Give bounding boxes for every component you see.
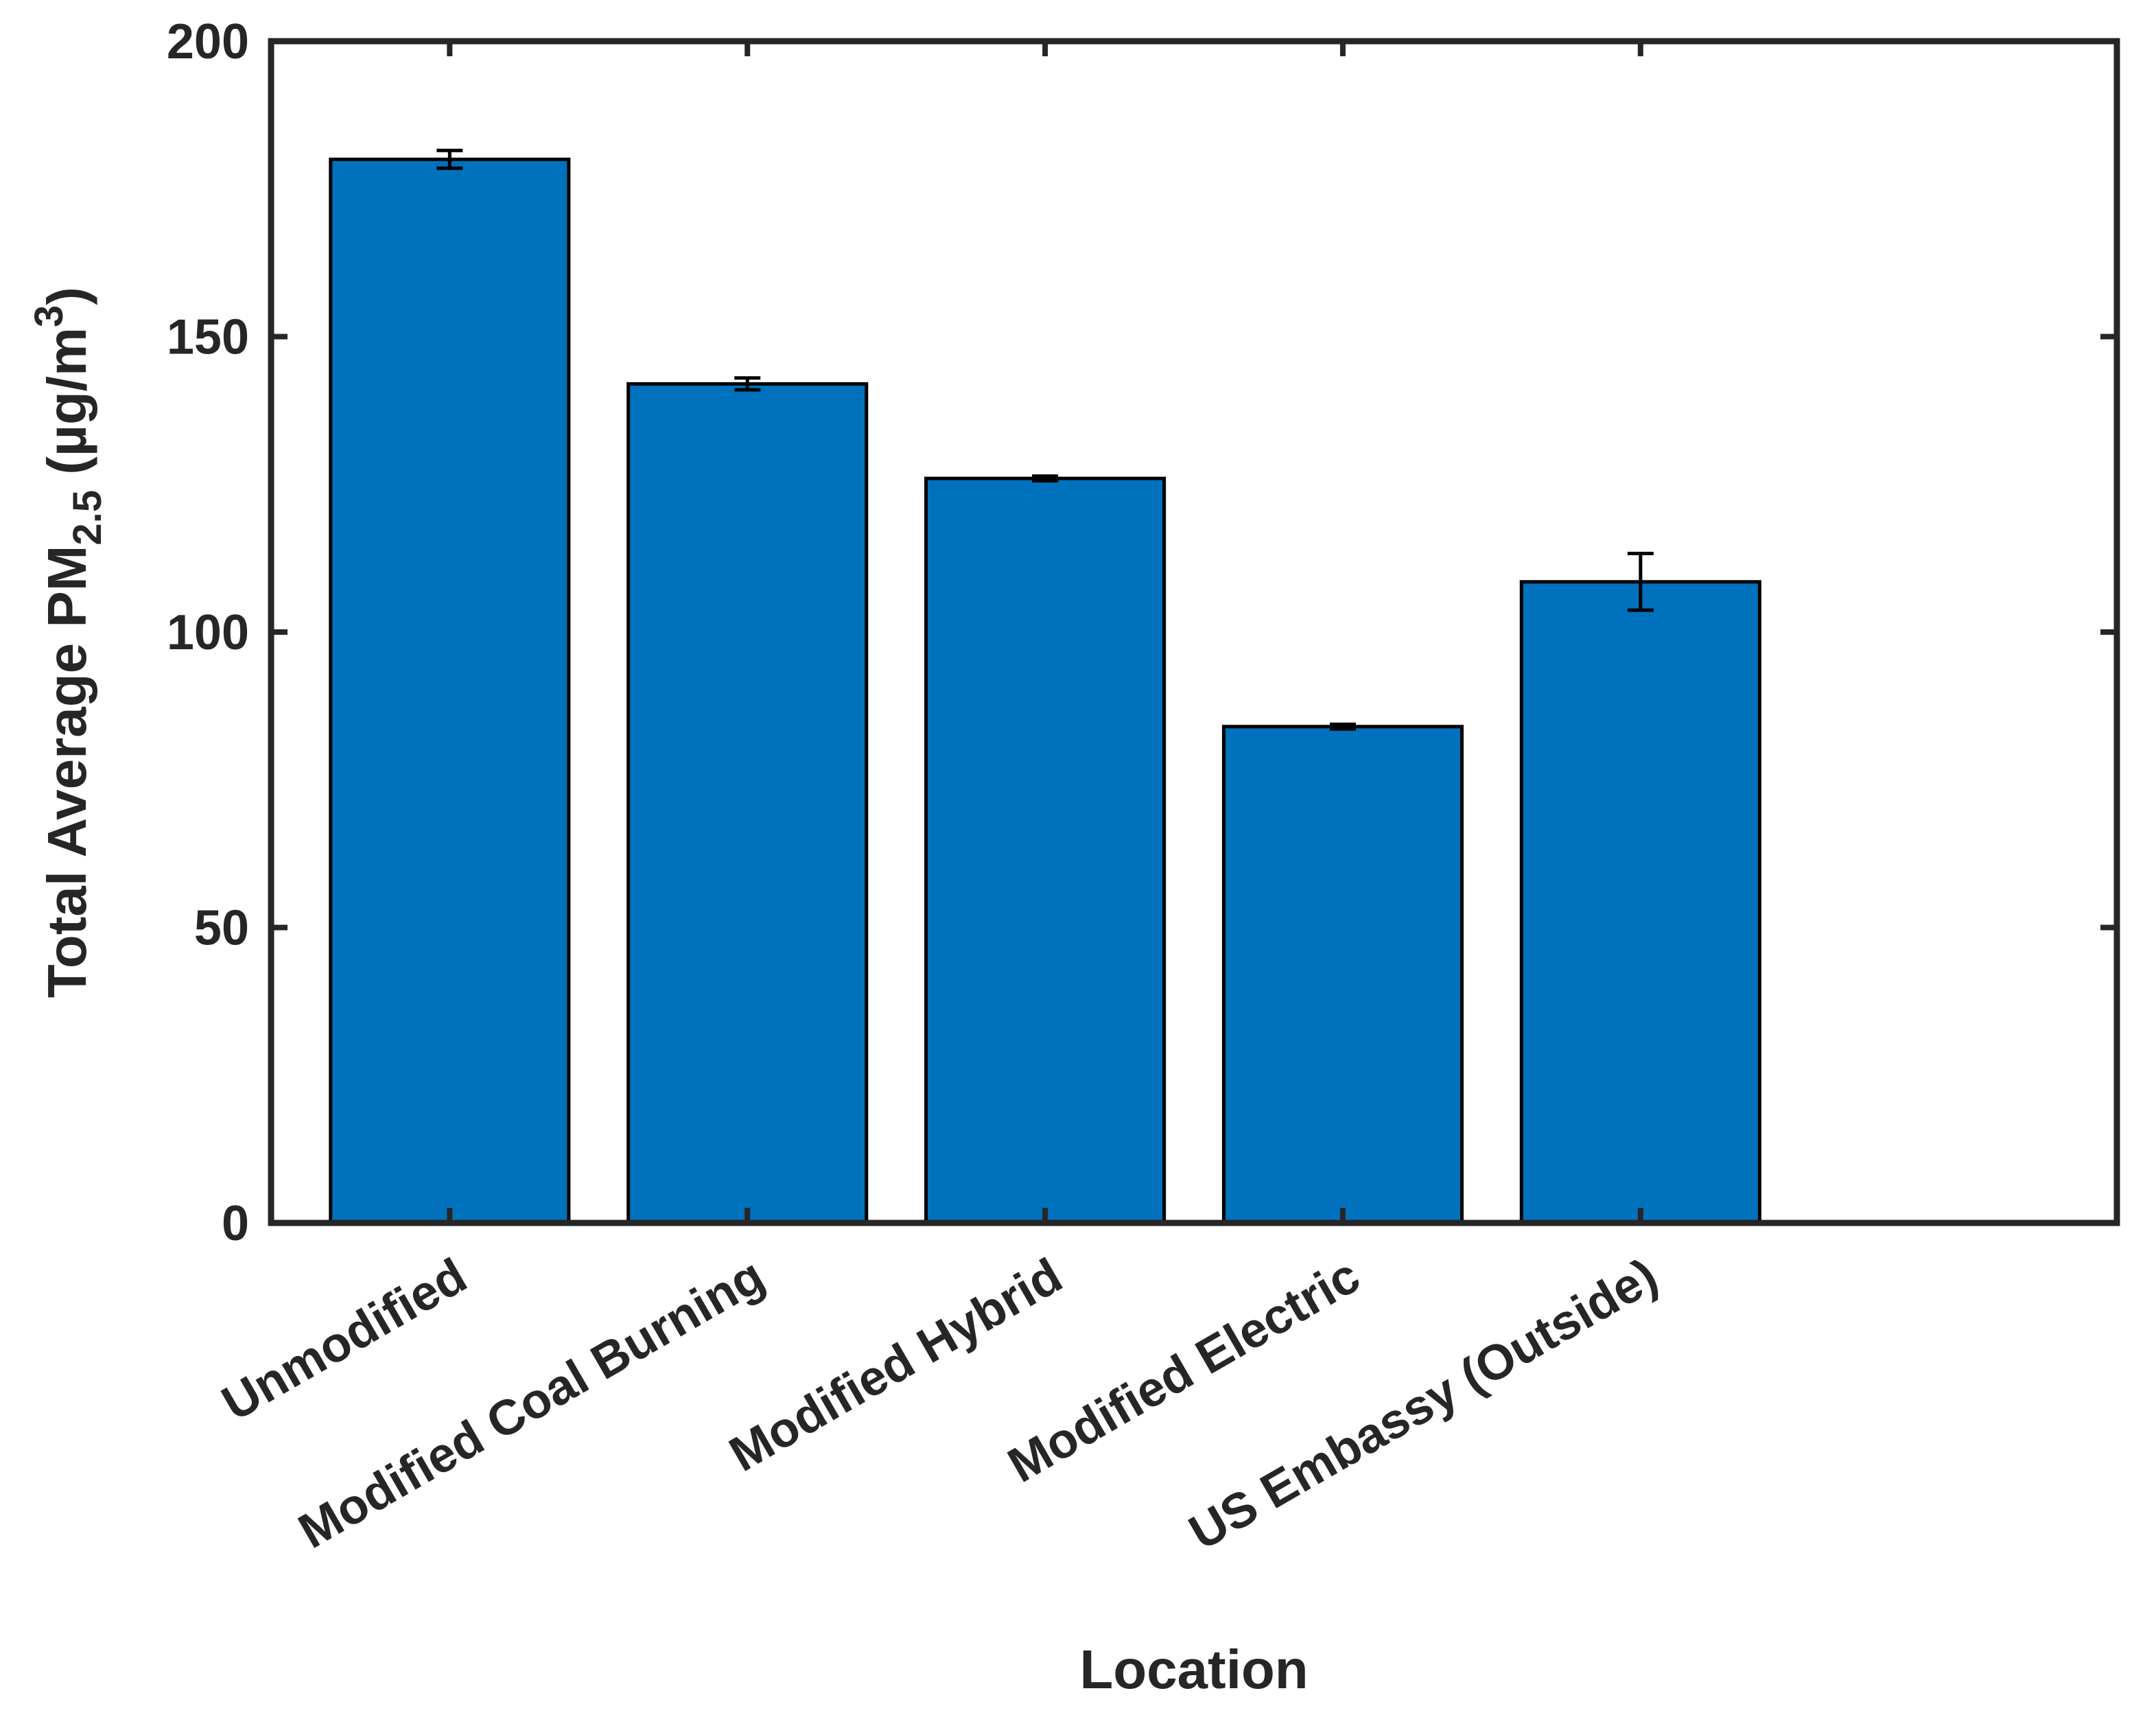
y-tick-label-200: 200	[167, 14, 249, 69]
error-bars-group	[436, 148, 1654, 731]
bar-1	[329, 157, 571, 1225]
bars-group	[329, 157, 1761, 1225]
bar-5	[1519, 580, 1761, 1225]
y-tick-labels: 0 50 100 150 200	[167, 14, 249, 1251]
y-axis-title-main: Total Average PM	[36, 546, 97, 998]
x-axis-title: Location	[1079, 1639, 1308, 1700]
bar-4	[1221, 725, 1464, 1225]
y-tick-label-100: 100	[167, 605, 249, 660]
x-tick-label-1: Unmodified	[213, 1248, 476, 1432]
y-tick-label-50: 50	[194, 901, 249, 956]
ticks-group	[271, 38, 2117, 1226]
y-axis-title-unit: (µg/m	[36, 327, 97, 490]
bar-3	[924, 476, 1167, 1225]
x-tick-label-5: US Embassy (Outside)	[1180, 1248, 1667, 1561]
y-axis-title-superscript: 3	[27, 305, 71, 327]
y-axis-title-close: )	[36, 287, 97, 305]
bar-2	[626, 382, 869, 1225]
y-tick-label-0: 0	[222, 1196, 249, 1251]
y-tick-label-150: 150	[167, 310, 249, 365]
y-axis-title-subscript: 2.5	[65, 490, 110, 546]
x-tick-label-2: Modified Coal Burning	[290, 1248, 773, 1559]
y-axis-title: Total Average PM2.5 (µg/m3)	[27, 287, 110, 998]
